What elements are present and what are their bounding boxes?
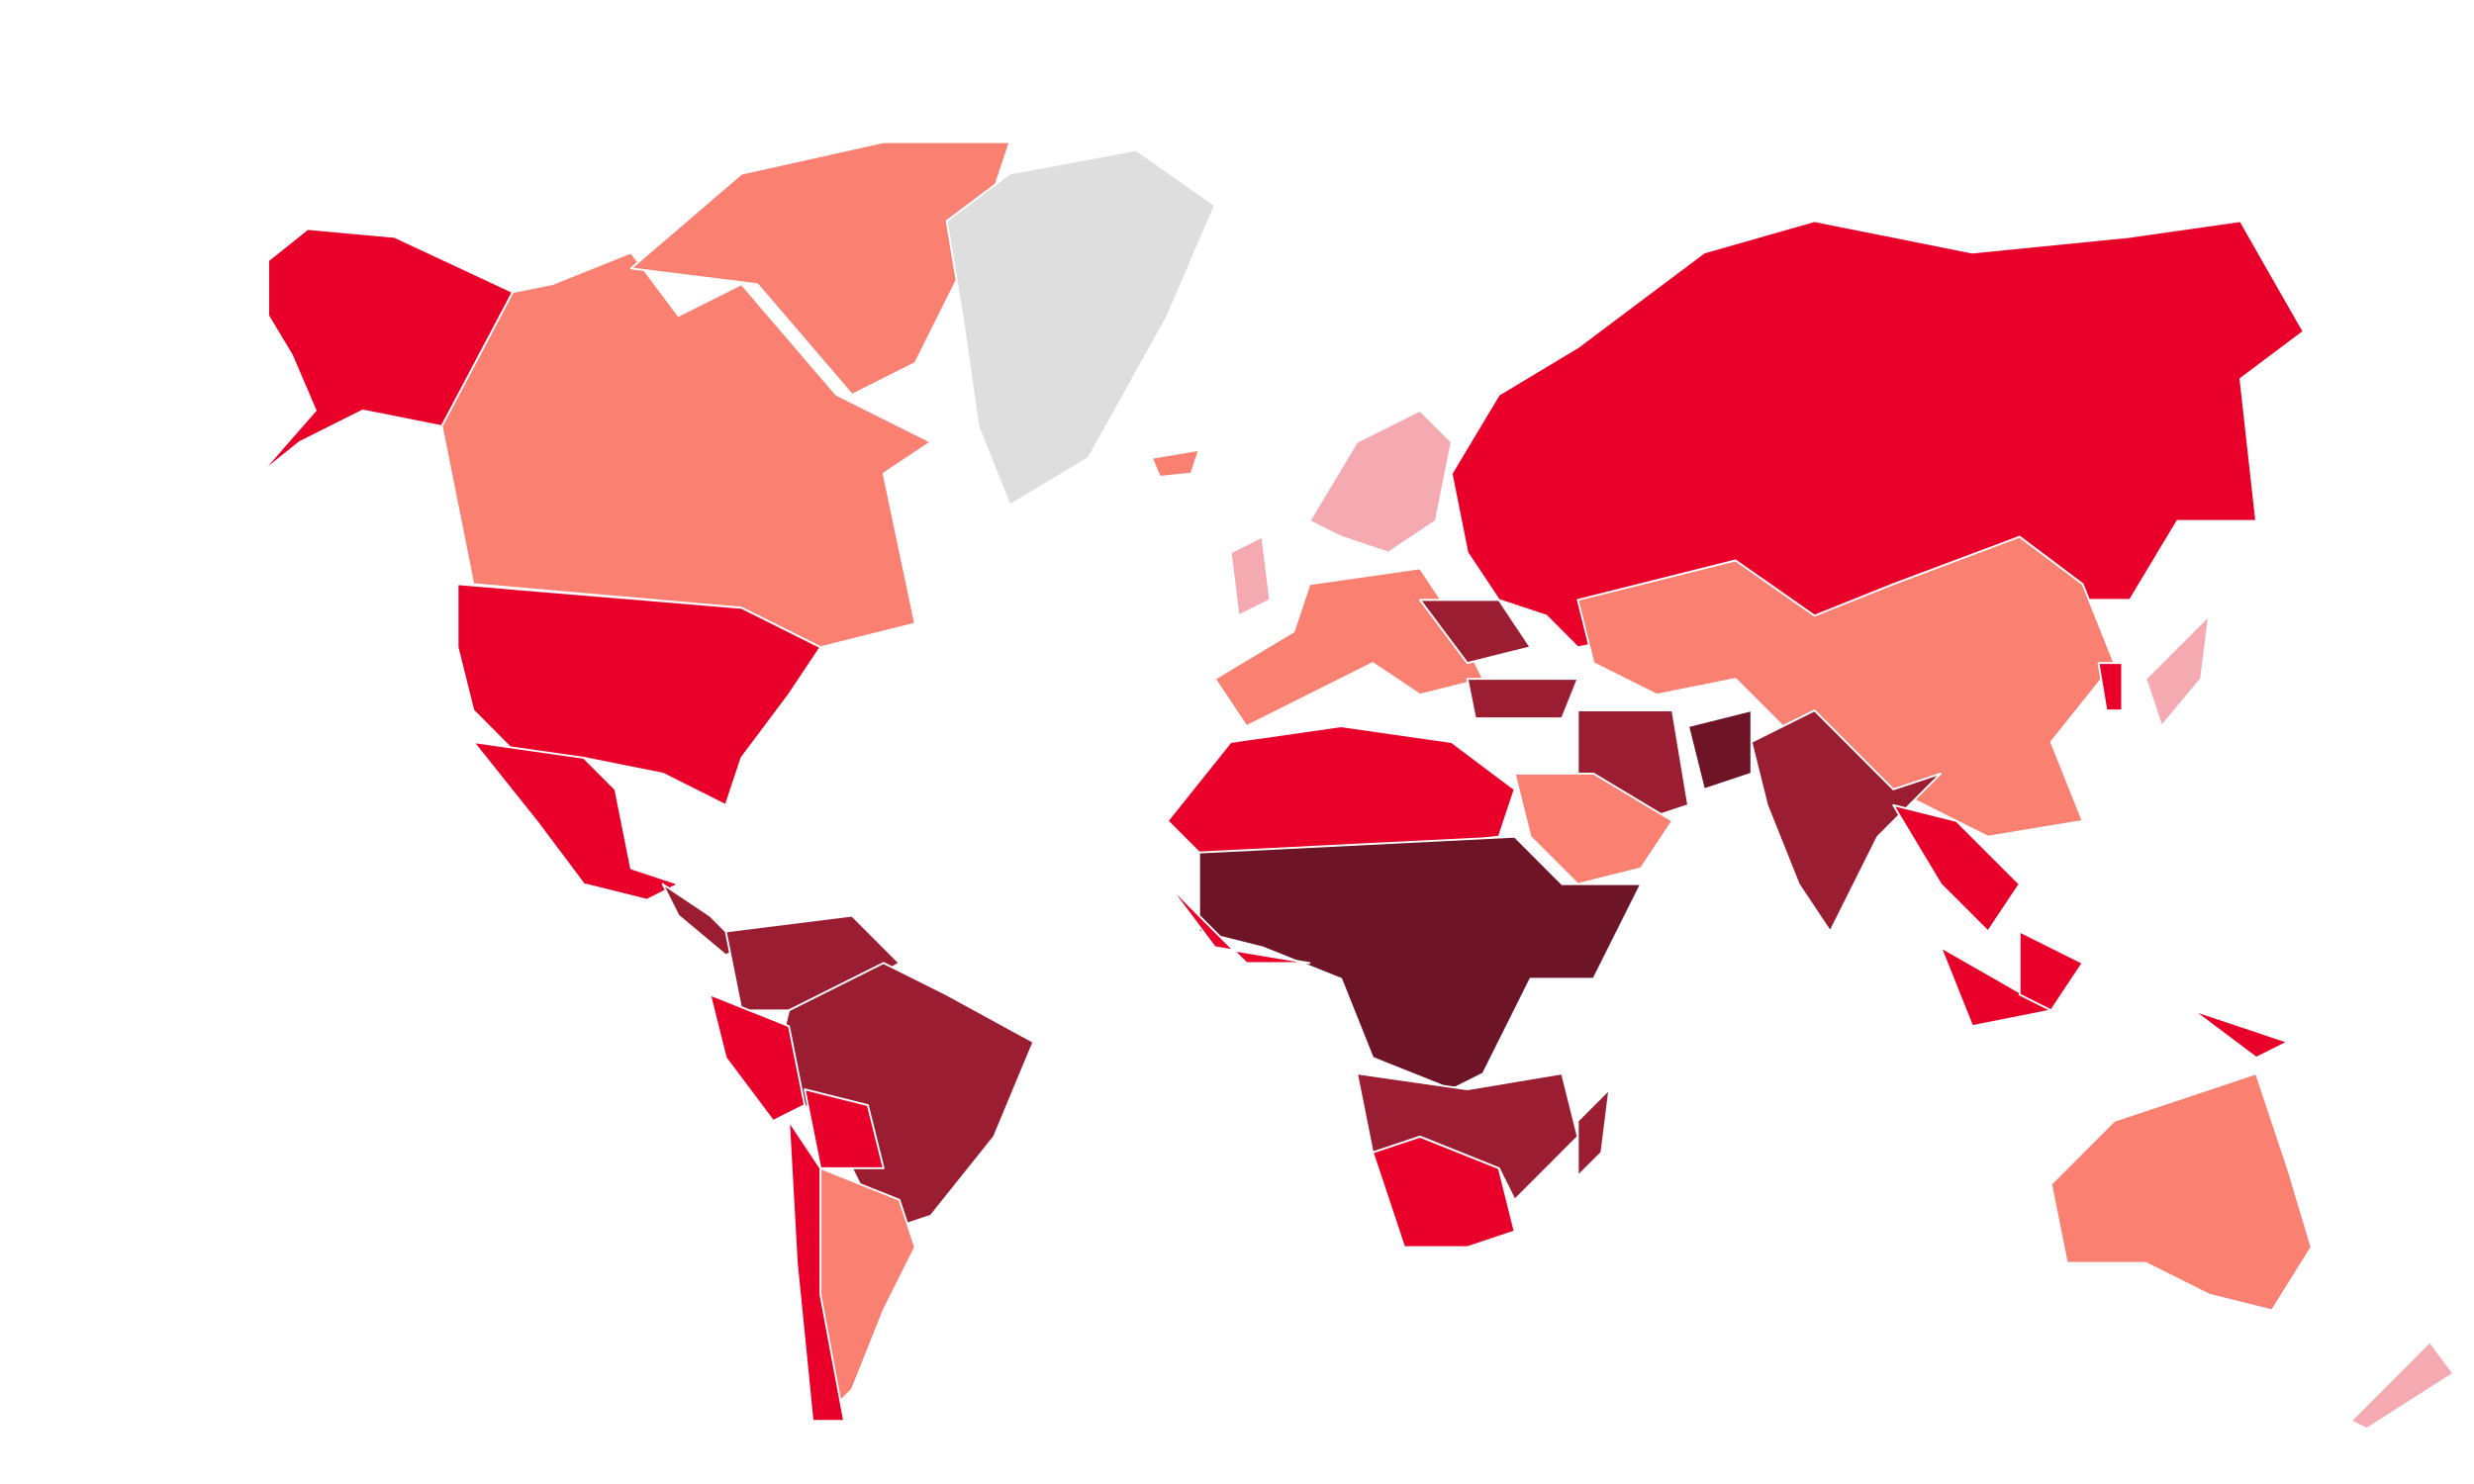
country [1687,709,1753,790]
country [1750,709,1943,933]
country [2192,1009,2289,1060]
country [1466,678,1579,720]
country [2018,930,2084,1012]
country [1418,599,1532,665]
country [945,148,1216,507]
country [788,1120,845,1423]
country [1576,535,2116,838]
country [709,993,807,1122]
country [1150,448,1200,478]
country [1166,882,1311,965]
country [804,1088,885,1169]
country [1197,835,1643,1091]
country [259,228,515,475]
country [1450,220,2305,649]
country [1940,946,2052,1028]
country [2144,614,2211,727]
country [472,741,680,901]
country [2049,1072,2313,1312]
country [1229,535,1272,617]
country [1576,1088,1611,1177]
country [1308,409,1453,554]
country [2097,662,2124,712]
country [2349,1341,2455,1431]
country [1372,1135,1516,1249]
country [456,583,822,806]
country [1892,803,2021,933]
country [1513,772,1674,885]
